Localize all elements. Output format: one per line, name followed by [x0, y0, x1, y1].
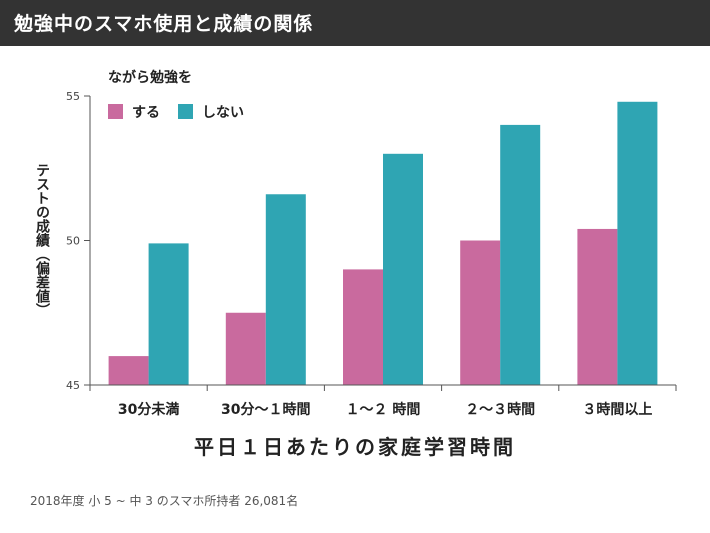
bar-1-4 [460, 240, 501, 385]
y-tick-label-2: 50 [66, 235, 80, 248]
y-tick-label-3: 55 [66, 90, 80, 103]
bar-1-5 [577, 228, 618, 385]
bars [108, 101, 658, 386]
x-tick-label-5: ３時間以上 [582, 401, 652, 418]
legend-label-2: しない [202, 105, 244, 121]
page-title: 勉強中のスマホ使用と成績の関係 [14, 13, 314, 35]
x-tick-label-2: 30分～１時間 [221, 401, 310, 418]
legend-label-1: する [132, 105, 160, 121]
legend-swatch-1 [108, 104, 123, 119]
bar-1-3 [343, 269, 383, 385]
bar-2-4 [500, 124, 541, 386]
footnote: 2018年度 小 5 ~ 中 3 のスマホ所持者 26,081名 [30, 494, 299, 508]
x-tick-label-3: １～２ 時間 [346, 401, 421, 418]
bar-2-1 [148, 243, 189, 385]
x-tick-label-4: ２～３時間 [465, 401, 535, 418]
y-tick-label-1: 45 [66, 379, 80, 392]
bar-1-2 [225, 312, 266, 385]
x-axis: 30分未満 30分～１時間 １～２ 時間 ２～３時間 ３時間以上平日１日あたりの家庭学習… [89, 384, 677, 459]
legend-title: ながら勉強を [108, 69, 192, 86]
bar-2-5 [617, 101, 658, 385]
x-axis-title: 平日１日あたりの家庭学習時間 [194, 435, 516, 459]
legend-swatch-2 [178, 104, 193, 119]
bar-1-1 [108, 356, 149, 385]
header-bar: 勉強中のスマホ使用と成績の関係 [0, 0, 710, 46]
y-axis-title: テストの成績（偏差値） [34, 163, 51, 317]
x-tick-label-1: 30分未満 [118, 401, 179, 418]
bar-2-2 [265, 194, 306, 385]
bar-2-3 [383, 153, 423, 385]
y-axis: 45 50 55 テストの成績（偏差値） [34, 90, 91, 392]
